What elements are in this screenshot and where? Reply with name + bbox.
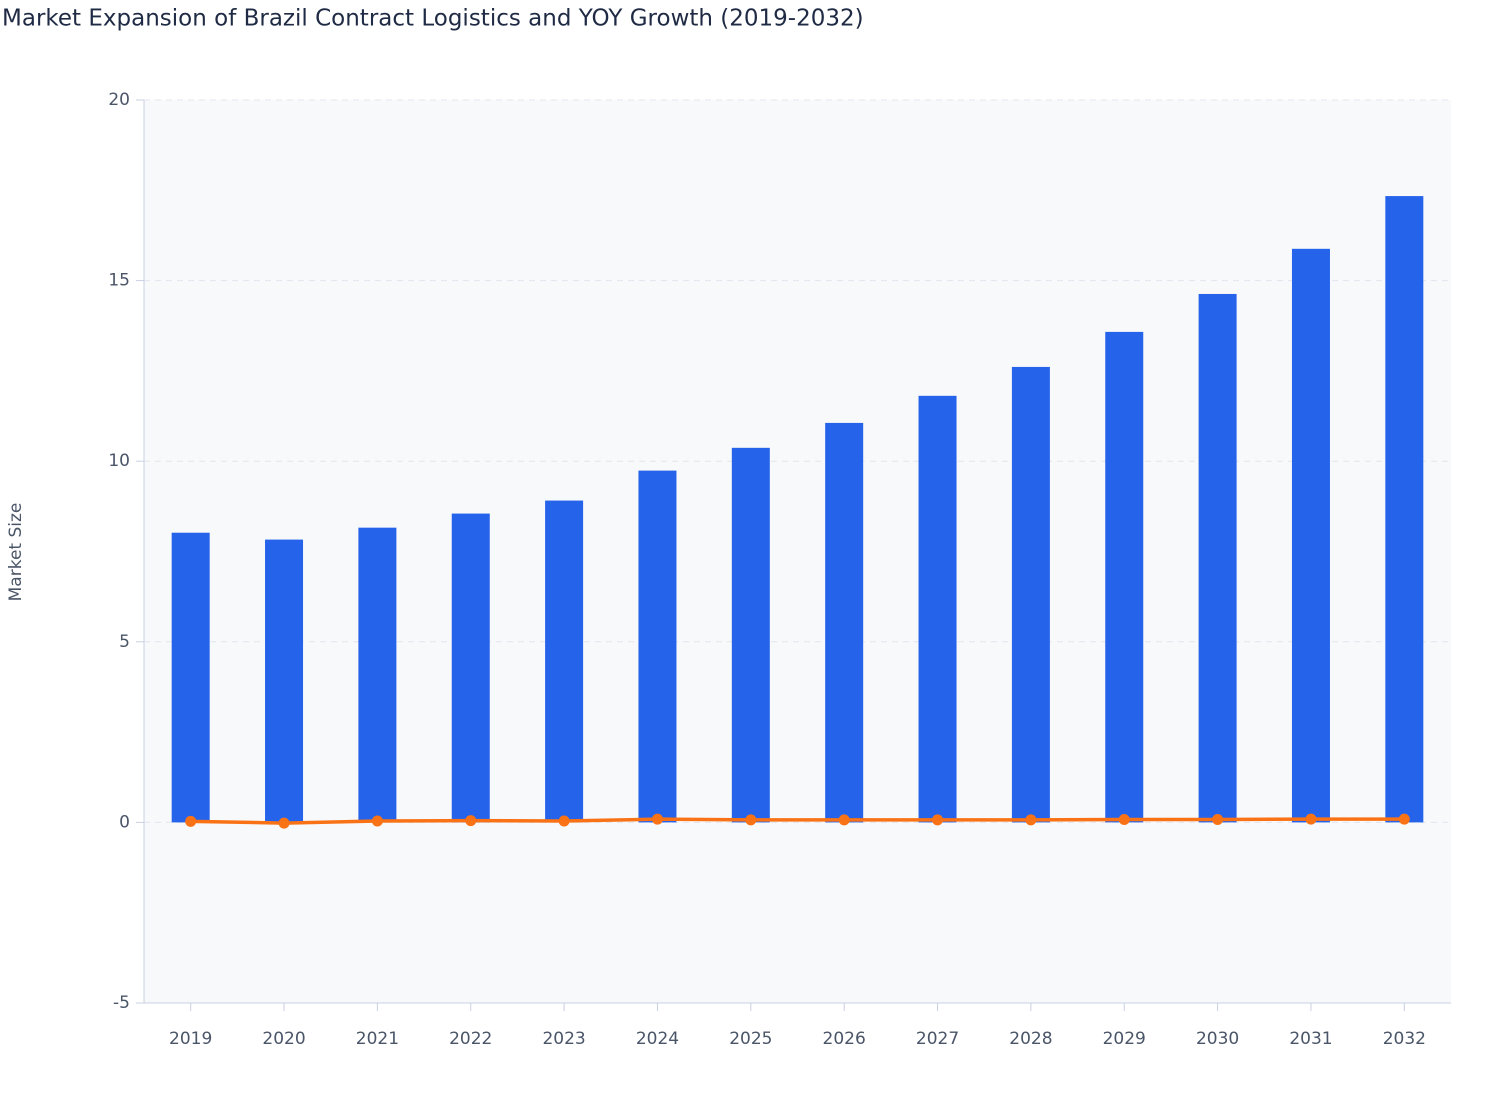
line-point — [745, 814, 757, 826]
x-tick-label: 2032 — [1383, 1029, 1426, 1049]
bar — [731, 447, 770, 823]
line-point — [371, 815, 383, 827]
y-tick-label: 0 — [119, 812, 130, 832]
x-tick-label: 2019 — [169, 1029, 212, 1049]
bar — [1011, 366, 1050, 823]
line-point — [651, 813, 663, 825]
line-point — [185, 815, 197, 827]
bar — [825, 422, 864, 823]
line-point — [465, 815, 477, 827]
y-tick-label: 10 — [108, 451, 130, 471]
x-tick-label: 2023 — [542, 1029, 585, 1049]
bar — [1291, 248, 1330, 823]
bar — [638, 470, 677, 823]
bar — [1385, 196, 1424, 823]
line-point — [278, 817, 290, 829]
x-tick-label: 2022 — [449, 1029, 492, 1049]
bar — [1198, 293, 1237, 823]
y-tick-label: 20 — [108, 90, 130, 110]
line-point — [558, 815, 570, 827]
line-point — [1212, 814, 1224, 826]
line-point — [1025, 814, 1037, 826]
bar — [1105, 331, 1144, 823]
plot-area — [144, 100, 1451, 1003]
line-point — [1398, 813, 1410, 825]
bar — [545, 500, 584, 823]
bar — [918, 395, 957, 823]
x-tick-label: 2029 — [1103, 1029, 1146, 1049]
x-tick-label: 2027 — [916, 1029, 959, 1049]
x-tick-label: 2025 — [729, 1029, 772, 1049]
line-point — [1305, 813, 1317, 825]
bar — [171, 532, 210, 823]
y-axis-title: Market Size — [6, 503, 26, 602]
x-tick-label: 2028 — [1009, 1029, 1052, 1049]
y-tick-label: 5 — [119, 632, 130, 652]
line — [190, 817, 1405, 825]
x-tick-label: 2020 — [262, 1029, 305, 1049]
line-point — [838, 814, 850, 826]
bar — [358, 527, 397, 823]
line-point — [932, 814, 944, 826]
x-tick-label: 2031 — [1289, 1029, 1332, 1049]
x-tick-label: 2026 — [823, 1029, 866, 1049]
bar — [451, 513, 490, 823]
y-tick-label: -5 — [113, 993, 130, 1013]
line-point — [1118, 814, 1130, 826]
chart-title: Market Expansion of Brazil Contract Logi… — [2, 6, 864, 32]
x-tick-label: 2021 — [356, 1029, 399, 1049]
x-tick-label: 2030 — [1196, 1029, 1239, 1049]
bar — [265, 539, 304, 823]
y-tick-label: 15 — [108, 271, 130, 291]
x-tick-label: 2024 — [636, 1029, 679, 1049]
